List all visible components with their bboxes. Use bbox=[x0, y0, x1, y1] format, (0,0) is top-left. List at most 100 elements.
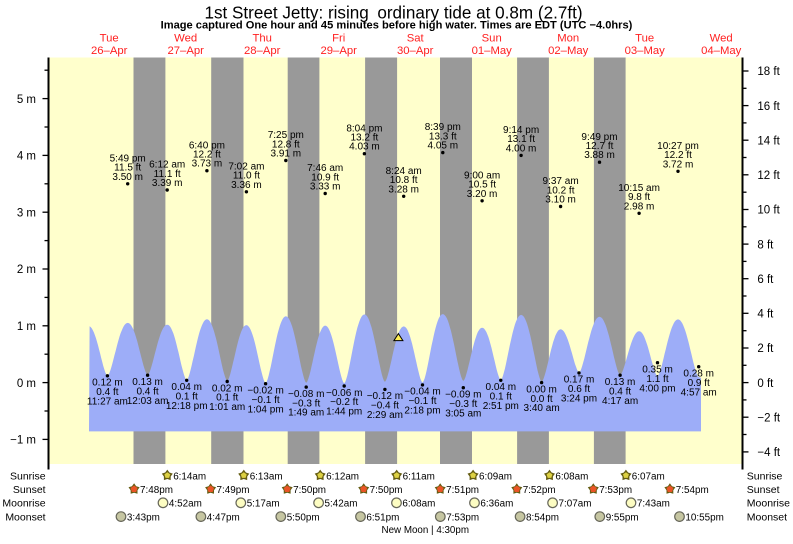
svg-text:7:54pm: 7:54pm bbox=[676, 485, 709, 496]
svg-text:6:40 pm: 6:40 pm bbox=[189, 140, 225, 151]
svg-text:6:09am: 6:09am bbox=[479, 471, 512, 482]
svg-text:1 m: 1 m bbox=[17, 321, 36, 333]
svg-text:7:53pm: 7:53pm bbox=[599, 485, 632, 496]
svg-text:Sat: Sat bbox=[407, 33, 425, 45]
svg-text:7:53pm: 7:53pm bbox=[446, 513, 479, 524]
svg-text:3:43pm: 3:43pm bbox=[127, 513, 160, 524]
svg-text:13.2 ft: 13.2 ft bbox=[350, 133, 378, 144]
svg-text:02–May: 02–May bbox=[548, 45, 589, 57]
svg-text:Wed: Wed bbox=[710, 33, 733, 45]
svg-text:−0.02 m: −0.02 m bbox=[247, 386, 283, 397]
svg-text:2 ft: 2 ft bbox=[757, 343, 774, 355]
svg-text:11.5 ft: 11.5 ft bbox=[114, 163, 141, 174]
svg-text:10:27 pm: 10:27 pm bbox=[657, 141, 699, 152]
svg-text:7:02 am: 7:02 am bbox=[228, 161, 264, 172]
svg-text:4.00 m: 4.00 m bbox=[506, 143, 537, 154]
svg-text:8:54pm: 8:54pm bbox=[526, 513, 559, 524]
svg-text:−0.06 m: −0.06 m bbox=[326, 388, 362, 399]
svg-text:5:42am: 5:42am bbox=[325, 499, 358, 510]
svg-text:Tue: Tue bbox=[100, 33, 119, 45]
svg-text:4.03 m: 4.03 m bbox=[349, 142, 380, 153]
svg-text:3.20 m: 3.20 m bbox=[467, 189, 498, 200]
svg-text:6:08am: 6:08am bbox=[555, 471, 588, 482]
svg-text:6:12am: 6:12am bbox=[326, 471, 359, 482]
svg-text:10.2 ft: 10.2 ft bbox=[547, 185, 575, 196]
svg-text:9:00 am: 9:00 am bbox=[464, 170, 500, 181]
svg-text:0.4 ft: 0.4 ft bbox=[609, 386, 631, 397]
svg-text:1st Street Jetty: rising ordin: 1st Street Jetty: rising ordinary tide a… bbox=[204, 4, 582, 23]
svg-text:Image captured One hour and 45: Image captured One hour and 45 minutes b… bbox=[161, 19, 633, 31]
svg-text:5:49 pm: 5:49 pm bbox=[110, 153, 146, 164]
svg-text:12.8 ft: 12.8 ft bbox=[272, 139, 300, 150]
svg-text:10.9 ft: 10.9 ft bbox=[311, 172, 339, 183]
svg-text:6 ft: 6 ft bbox=[757, 274, 774, 286]
svg-text:10:55pm: 10:55pm bbox=[685, 513, 723, 524]
svg-text:30–Apr: 30–Apr bbox=[397, 45, 434, 57]
svg-text:4:52am: 4:52am bbox=[169, 499, 202, 510]
svg-text:12:18 pm: 12:18 pm bbox=[166, 401, 208, 412]
svg-text:6:13am: 6:13am bbox=[250, 471, 283, 482]
svg-text:−0.08 m: −0.08 m bbox=[288, 389, 324, 400]
svg-text:2.98 m: 2.98 m bbox=[624, 201, 655, 212]
svg-text:0.04 m: 0.04 m bbox=[486, 382, 517, 393]
svg-text:27–Apr: 27–Apr bbox=[167, 45, 204, 57]
svg-text:4 ft: 4 ft bbox=[757, 309, 774, 321]
svg-text:9.8 ft: 9.8 ft bbox=[628, 192, 650, 203]
svg-text:−0.04 m: −0.04 m bbox=[404, 387, 440, 398]
svg-text:12 ft: 12 ft bbox=[757, 170, 780, 182]
svg-text:0.04 m: 0.04 m bbox=[171, 382, 202, 393]
svg-text:13.3 ft: 13.3 ft bbox=[429, 131, 457, 142]
svg-text:3:05 am: 3:05 am bbox=[445, 408, 481, 419]
svg-text:1:01 am: 1:01 am bbox=[209, 402, 245, 413]
svg-text:5:17am: 5:17am bbox=[247, 499, 280, 510]
svg-text:Moonset: Moonset bbox=[5, 512, 45, 524]
svg-text:3.73 m: 3.73 m bbox=[192, 159, 223, 170]
svg-text:−2 ft: −2 ft bbox=[757, 412, 781, 424]
svg-text:Tue: Tue bbox=[635, 33, 654, 45]
svg-text:10.8 ft: 10.8 ft bbox=[390, 175, 418, 186]
svg-text:3.39 m: 3.39 m bbox=[152, 178, 183, 189]
svg-text:Sunrise: Sunrise bbox=[10, 470, 46, 482]
svg-text:12:03 am: 12:03 am bbox=[127, 396, 169, 407]
svg-text:−0.3 ft: −0.3 ft bbox=[449, 399, 477, 410]
svg-text:26–Apr: 26–Apr bbox=[91, 45, 128, 57]
svg-text:8:39 pm: 8:39 pm bbox=[425, 122, 461, 133]
svg-text:1:44 pm: 1:44 pm bbox=[326, 407, 362, 418]
svg-text:7:52pm: 7:52pm bbox=[523, 485, 556, 496]
svg-text:Mon: Mon bbox=[557, 33, 579, 45]
svg-text:6:12 am: 6:12 am bbox=[149, 160, 185, 171]
svg-text:6:07am: 6:07am bbox=[632, 471, 665, 482]
svg-text:0.13 m: 0.13 m bbox=[132, 377, 163, 388]
svg-text:3.28 m: 3.28 m bbox=[388, 184, 419, 195]
svg-text:9:37 am: 9:37 am bbox=[543, 176, 579, 187]
svg-text:18 ft: 18 ft bbox=[757, 66, 780, 78]
svg-text:7:50pm: 7:50pm bbox=[370, 485, 403, 496]
svg-text:6:14am: 6:14am bbox=[173, 471, 206, 482]
svg-text:12.2 ft: 12.2 ft bbox=[193, 150, 221, 161]
svg-text:0 ft: 0 ft bbox=[757, 378, 774, 390]
svg-text:3.33 m: 3.33 m bbox=[310, 182, 341, 193]
svg-text:Moonrise: Moonrise bbox=[747, 498, 790, 510]
svg-text:0.13 m: 0.13 m bbox=[605, 377, 636, 388]
svg-text:04–May: 04–May bbox=[701, 45, 742, 57]
svg-text:0.17 m: 0.17 m bbox=[564, 375, 595, 386]
svg-text:1.1 ft: 1.1 ft bbox=[646, 374, 668, 385]
svg-text:1:49 am: 1:49 am bbox=[288, 408, 324, 419]
svg-text:3.50 m: 3.50 m bbox=[112, 172, 143, 183]
svg-text:2:51 pm: 2:51 pm bbox=[483, 401, 519, 412]
svg-text:3:40 am: 3:40 am bbox=[524, 403, 560, 414]
svg-text:0.4 ft: 0.4 ft bbox=[96, 387, 118, 398]
svg-text:4:57 am: 4:57 am bbox=[681, 387, 717, 398]
svg-text:10 ft: 10 ft bbox=[757, 205, 780, 217]
svg-text:4.05 m: 4.05 m bbox=[428, 141, 459, 152]
svg-text:1:04 pm: 1:04 pm bbox=[248, 404, 284, 415]
svg-text:0 m: 0 m bbox=[17, 378, 36, 390]
svg-text:0.1 ft: 0.1 ft bbox=[176, 392, 198, 403]
svg-text:7:48pm: 7:48pm bbox=[140, 485, 173, 496]
svg-text:4:00 pm: 4:00 pm bbox=[639, 383, 675, 394]
svg-text:7:51pm: 7:51pm bbox=[446, 485, 479, 496]
svg-text:0.1 ft: 0.1 ft bbox=[216, 393, 238, 404]
svg-text:3.91 m: 3.91 m bbox=[271, 149, 302, 160]
svg-text:0.28 m: 0.28 m bbox=[683, 369, 714, 380]
svg-text:0.4 ft: 0.4 ft bbox=[136, 386, 158, 397]
